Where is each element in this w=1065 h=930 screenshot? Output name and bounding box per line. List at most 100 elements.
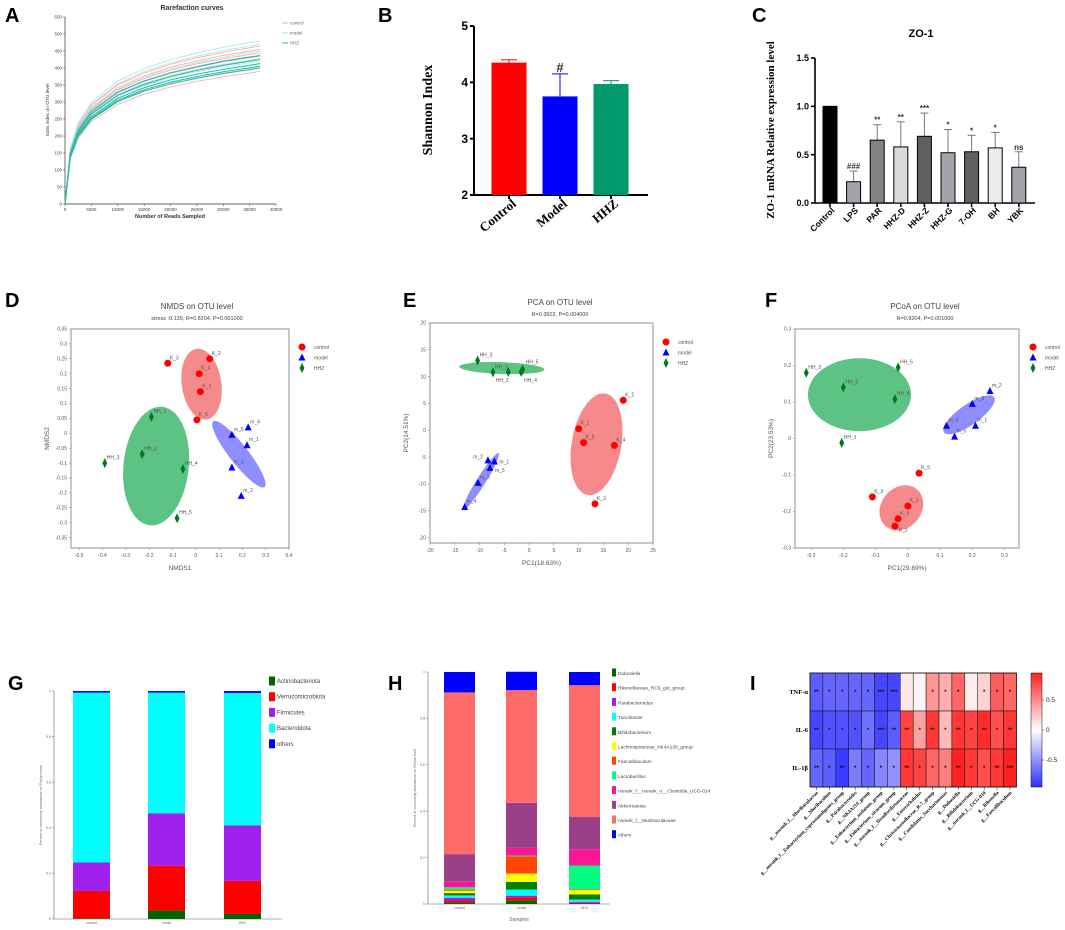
point-label: m_2: [473, 454, 483, 460]
point-hh_5: [174, 513, 180, 524]
point-label: K_4: [201, 366, 210, 372]
segment-norank-f-norank-o-clostridia-ucg-014: [506, 847, 537, 856]
y-tick-label: 0.2: [420, 856, 425, 860]
legend-label: HHZ: [1045, 366, 1055, 372]
point-hh_1: [839, 437, 845, 448]
segment-akkermansia: [506, 802, 537, 848]
row-label: IL-6: [796, 727, 809, 734]
point-label: K_3: [170, 355, 179, 361]
x-tick-label: 0: [906, 553, 909, 559]
y-tick-label: -0.1: [58, 461, 67, 467]
segment-others: [506, 671, 537, 691]
legend-marker: [298, 353, 306, 361]
legend-label: others: [277, 742, 294, 748]
x-tick-label: 0.1: [937, 553, 944, 559]
significance-mark: *: [983, 690, 986, 696]
legend-label: Faecalibaculum: [618, 759, 652, 765]
panel-letter-c: C: [752, 5, 766, 27]
segment-bifidobacterium: [444, 893, 475, 896]
panel-c-zo1-chart: 0.00.51.01.5Control###LPS**PAR**HHZ-D***…: [765, 28, 1035, 234]
segment-turicibacter: [569, 899, 600, 902]
point-label: m_1: [499, 459, 509, 465]
segment-norank-f-muribaculaceae: [569, 685, 600, 817]
y-tick-label: 100: [54, 168, 62, 173]
segment-others: [224, 691, 261, 694]
y-tick-label: 0.6: [420, 763, 425, 767]
x-tick-label: 15: [601, 548, 607, 554]
segment-others: [569, 672, 600, 686]
bar-par: [869, 139, 885, 204]
segment-dubosiella: [444, 902, 475, 904]
y-tick-label: 0.8: [420, 717, 425, 721]
legend-swatch: [269, 676, 275, 686]
segment-lactobacillus: [569, 865, 600, 890]
point-m_1: [971, 421, 979, 429]
point-label: K_2: [625, 392, 634, 398]
significance-mark: **: [995, 766, 1000, 772]
significance-mark: *: [828, 728, 831, 734]
confidence-ellipse-control: [879, 485, 924, 531]
x-tick-label: LPS: [841, 205, 860, 224]
y-axis-label: PC2(23.53%): [768, 419, 775, 458]
segment-bacteroidota: [73, 692, 110, 863]
y-tick-label: 0: [64, 431, 67, 437]
significance-mark: **: [956, 766, 961, 772]
legend-label: control: [1045, 345, 1060, 351]
x-tick-label: HHZ-Z: [906, 205, 931, 230]
point-m_3: [228, 463, 236, 471]
curve-model: [64, 43, 261, 205]
point-m_3: [474, 478, 482, 486]
confidence-ellipse-model: [943, 395, 995, 435]
y-tick-label: -0.2: [782, 509, 791, 515]
point-label: HH_4: [185, 461, 198, 467]
point-k_2: [206, 355, 214, 363]
legend-marker: [662, 338, 670, 346]
segment-verrucomicrobiota: [73, 890, 110, 919]
point-m_1: [490, 457, 498, 465]
confidence-ellipse-hhz: [807, 358, 912, 432]
bar-7-oh: [964, 151, 980, 204]
segment-lachnospiraceae-nk4a136-group: [444, 890, 475, 894]
legend-label: norank_f__norank_o__Clostridia_UCG-014: [618, 789, 711, 795]
y-tick-label: -0.05: [56, 446, 68, 452]
significance-mark: *: [996, 690, 999, 696]
x-tick-label: 10000: [111, 207, 124, 212]
legend-label: Verrucomicrobiota: [277, 695, 326, 701]
point-k_2: [619, 396, 627, 404]
x-tick-label: BH: [986, 205, 1002, 221]
significance-mark: *: [996, 728, 999, 734]
segment-verrucomicrobiota: [148, 865, 185, 911]
x-tick-label: -10: [476, 548, 483, 554]
panel-letter-g: G: [8, 673, 24, 695]
significance-mark: *: [841, 690, 844, 696]
segment-norank-f-norank-o-clostridia-ucg-014: [569, 849, 600, 866]
bar-hhz: [593, 84, 629, 195]
legend-label: Bifidobacterium: [618, 730, 651, 736]
point-k_4: [610, 441, 618, 449]
point-label: m_5: [234, 427, 244, 433]
y-tick-label: 0.2: [784, 363, 791, 369]
segment-bacteroidota: [224, 693, 261, 826]
point-k_1: [196, 388, 204, 396]
y-tick-label: 50: [57, 185, 63, 190]
point-label: K_5: [921, 465, 930, 471]
x-tick-label: 0.4: [286, 553, 293, 559]
y-tick-label: 0.35: [57, 327, 67, 333]
panel-e-pca-chart: -20 -15 -10 -5 0 5 10 15 20 25 20 15 10 5 0 -5 -10 -15 -20…: [403, 298, 693, 567]
legend-swatch: [269, 692, 275, 702]
significance-mark: *: [841, 728, 844, 734]
x-tick-label: 0.2: [239, 553, 246, 559]
point-m_4: [244, 423, 252, 431]
panel-letter-b: B: [378, 5, 392, 27]
x-tick-label: 30000: [217, 207, 230, 212]
point-k_3: [164, 359, 172, 367]
y-tick-label: -5: [422, 455, 427, 461]
x-tick-label: Control: [808, 205, 836, 233]
panel-letter-i: I: [750, 673, 756, 695]
segment-lactobacillus: [444, 887, 475, 890]
x-tick-label: -0.4: [98, 553, 107, 559]
panel-h-genus-chart: 0 0.2 0.4 0.6 0.8 1 control model HHZ Samples Perc…: [413, 668, 711, 923]
significance-mark: **: [892, 728, 897, 734]
point-label: m_5: [957, 429, 967, 435]
